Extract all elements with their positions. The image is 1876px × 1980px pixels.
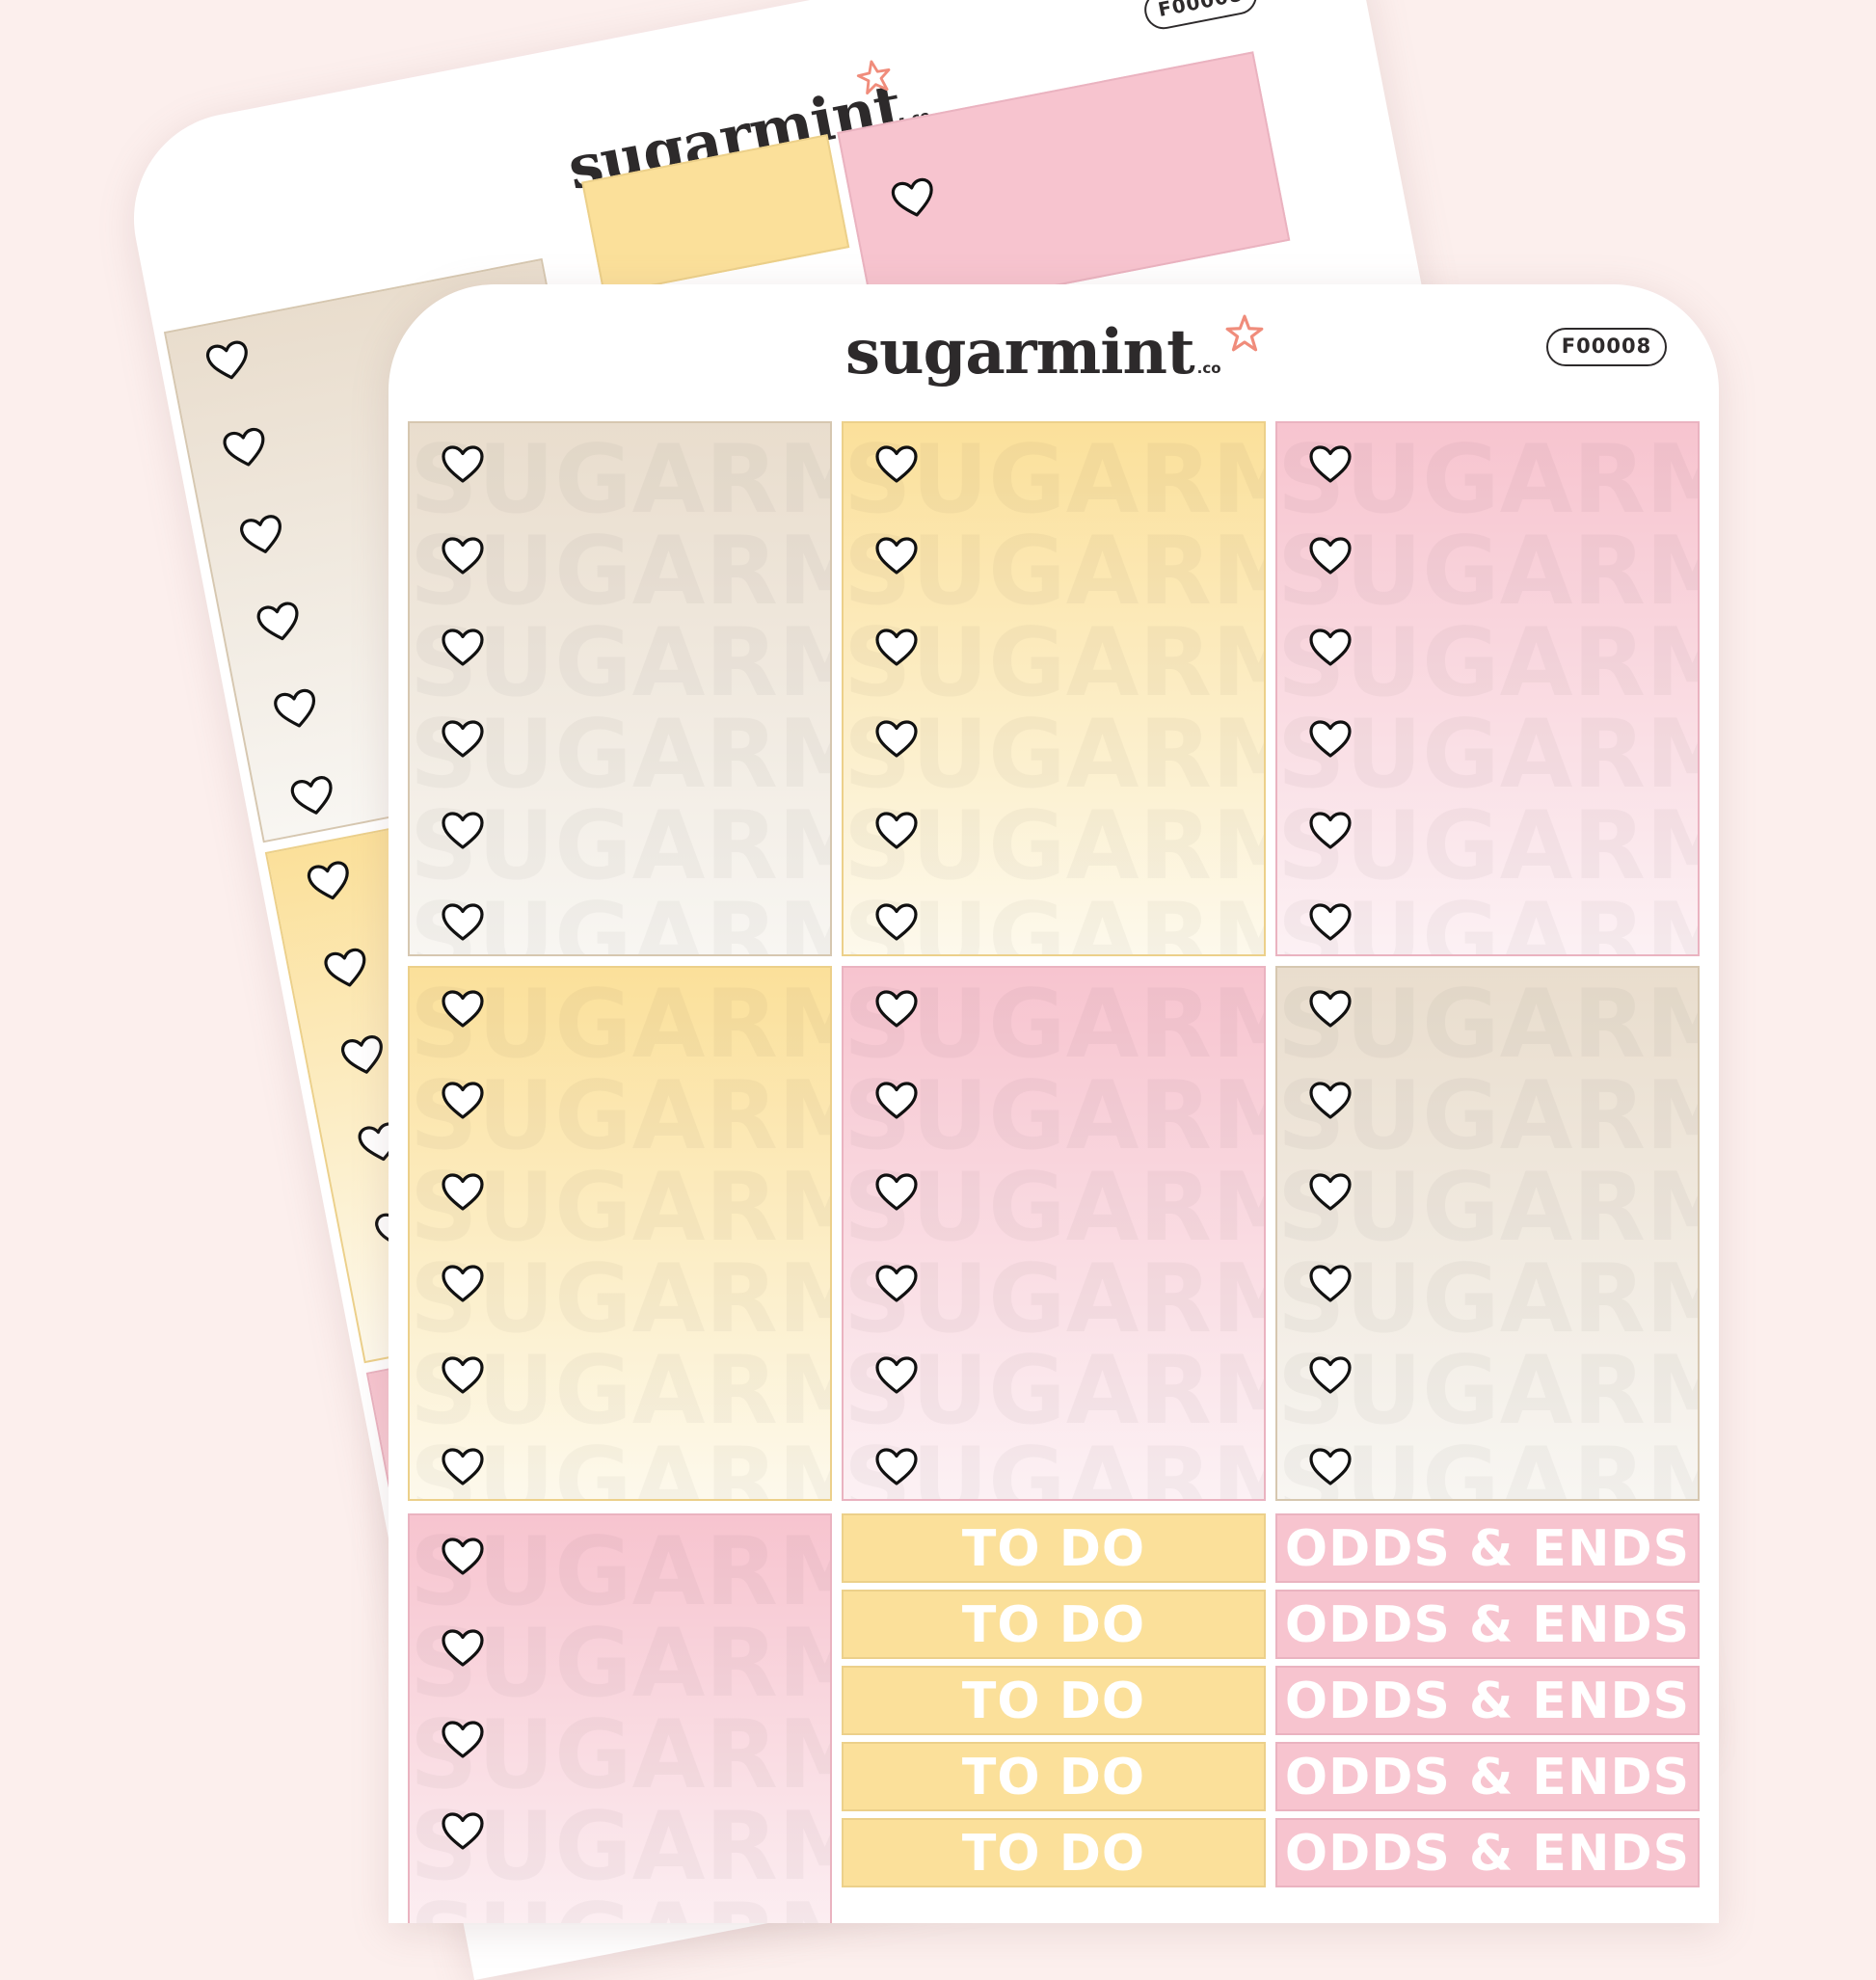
heart-outline-icon[interactable] xyxy=(1308,989,1353,1030)
heart-outline-icon[interactable] xyxy=(441,1811,485,1852)
heart-outline-icon[interactable] xyxy=(441,1355,485,1396)
heart-outline-icon[interactable] xyxy=(441,902,485,943)
heart-outline-icon[interactable] xyxy=(874,1355,919,1396)
heart-outline-icon[interactable] xyxy=(874,628,919,668)
heart-outline-icon[interactable] xyxy=(1308,1081,1353,1121)
heart-outline-icon[interactable] xyxy=(874,719,919,760)
todo-label-strip[interactable]: TO DO xyxy=(842,1742,1266,1811)
heart-outline-icon[interactable] xyxy=(1308,628,1353,668)
heart-outline-icon[interactable] xyxy=(287,773,338,821)
heart-outline-icon[interactable] xyxy=(441,628,485,668)
pink-checklist-panel: SUGARMINTSUGARMINTSUGARMINTSUGARMINTSUGA… xyxy=(1275,421,1700,956)
brand-name: sugarmint xyxy=(845,316,1195,388)
pink-checklist-panel: SUGARMINTSUGARMINTSUGARMINTSUGARMINTSUGA… xyxy=(408,1513,832,1923)
heart-outline-icon[interactable] xyxy=(1308,1264,1353,1304)
heart-outline-icon[interactable] xyxy=(888,174,939,223)
heart-outline-icon[interactable] xyxy=(441,1720,485,1760)
heart-outline-icon[interactable] xyxy=(254,599,305,647)
watermark-text: SUGARMINT xyxy=(410,1891,830,1923)
heart-outline-icon[interactable] xyxy=(874,1081,919,1121)
heart-outline-icon[interactable] xyxy=(874,811,919,851)
odds-ends-label-strip[interactable]: ODDS & ENDS xyxy=(1275,1513,1700,1583)
heart-outline-icon[interactable] xyxy=(304,858,355,906)
heart-outline-icon[interactable] xyxy=(1308,811,1353,851)
heart-outline-icon[interactable] xyxy=(874,1264,919,1304)
pink-checklist-panel: SUGARMINTSUGARMINTSUGARMINTSUGARMINTSUGA… xyxy=(842,966,1266,1501)
heart-outline-icon[interactable] xyxy=(874,536,919,576)
yellow-checklist-panel: SUGARMINTSUGARMINTSUGARMINTSUGARMINTSUGA… xyxy=(408,966,832,1501)
heart-outline-icon[interactable] xyxy=(874,1447,919,1487)
odds-ends-label-strip[interactable]: ODDS & ENDS xyxy=(1275,1590,1700,1659)
beige-checklist-panel: SUGARMINTSUGARMINTSUGARMINTSUGARMINTSUGA… xyxy=(1275,966,1700,1501)
heart-outline-icon[interactable] xyxy=(1308,1172,1353,1213)
heart-outline-icon[interactable] xyxy=(441,989,485,1030)
heart-outline-icon[interactable] xyxy=(1308,536,1353,576)
star-icon xyxy=(856,60,891,95)
heart-outline-icon[interactable] xyxy=(237,512,288,560)
heart-outline-icon[interactable] xyxy=(202,337,254,386)
todo-label-strip[interactable]: TO DO xyxy=(842,1818,1266,1887)
heart-outline-icon[interactable] xyxy=(1308,444,1353,485)
star-icon xyxy=(1225,314,1264,352)
heart-outline-icon[interactable] xyxy=(220,424,271,472)
heart-outline-icon[interactable] xyxy=(441,1537,485,1577)
heart-outline-icon[interactable] xyxy=(1308,1447,1353,1487)
odds-ends-label-strip[interactable]: ODDS & ENDS xyxy=(1275,1666,1700,1735)
heart-outline-icon[interactable] xyxy=(441,1172,485,1213)
heart-outline-icon[interactable] xyxy=(1308,719,1353,760)
heart-outline-icon[interactable] xyxy=(441,1628,485,1669)
heart-outline-icon[interactable] xyxy=(441,719,485,760)
heart-outline-icon[interactable] xyxy=(441,811,485,851)
odds-ends-label-strip[interactable]: ODDS & ENDS xyxy=(1275,1818,1700,1887)
yellow-checklist-panel: SUGARMINTSUGARMINTSUGARMINTSUGARMINTSUGA… xyxy=(842,421,1266,956)
front-sticker-sheet: sugarmint.co F00008 SUGARMINTSUGARMINTSU… xyxy=(389,284,1719,1923)
heart-outline-icon[interactable] xyxy=(441,1264,485,1304)
todo-label-strip[interactable]: TO DO xyxy=(842,1590,1266,1659)
heart-outline-icon[interactable] xyxy=(441,536,485,576)
heart-outline-icon[interactable] xyxy=(337,1032,389,1081)
heart-outline-icon[interactable] xyxy=(1308,1355,1353,1396)
todo-label-strip[interactable]: TO DO xyxy=(842,1513,1266,1583)
sheet-code-badge: F00008 xyxy=(1546,328,1667,366)
brand-suffix: .co xyxy=(1196,360,1221,377)
heart-outline-icon[interactable] xyxy=(441,444,485,485)
back-beige-panel xyxy=(163,257,642,843)
heart-outline-icon[interactable] xyxy=(874,902,919,943)
heart-outline-icon[interactable] xyxy=(1308,902,1353,943)
heart-outline-icon[interactable] xyxy=(321,945,372,993)
sheet-code-badge: F00008 xyxy=(1140,0,1261,33)
heart-outline-icon[interactable] xyxy=(874,1172,919,1213)
beige-checklist-panel: SUGARMINTSUGARMINTSUGARMINTSUGARMINTSUGA… xyxy=(408,421,832,956)
heart-outline-icon[interactable] xyxy=(874,989,919,1030)
heart-outline-icon[interactable] xyxy=(441,1081,485,1121)
brand-logo: sugarmint.co xyxy=(845,316,1221,388)
heart-outline-icon[interactable] xyxy=(441,1447,485,1487)
heart-outline-icon[interactable] xyxy=(874,444,919,485)
heart-outline-icon[interactable] xyxy=(271,685,322,734)
odds-ends-label-strip[interactable]: ODDS & ENDS xyxy=(1275,1742,1700,1811)
todo-label-strip[interactable]: TO DO xyxy=(842,1666,1266,1735)
back-pink-top-panel xyxy=(837,51,1291,322)
